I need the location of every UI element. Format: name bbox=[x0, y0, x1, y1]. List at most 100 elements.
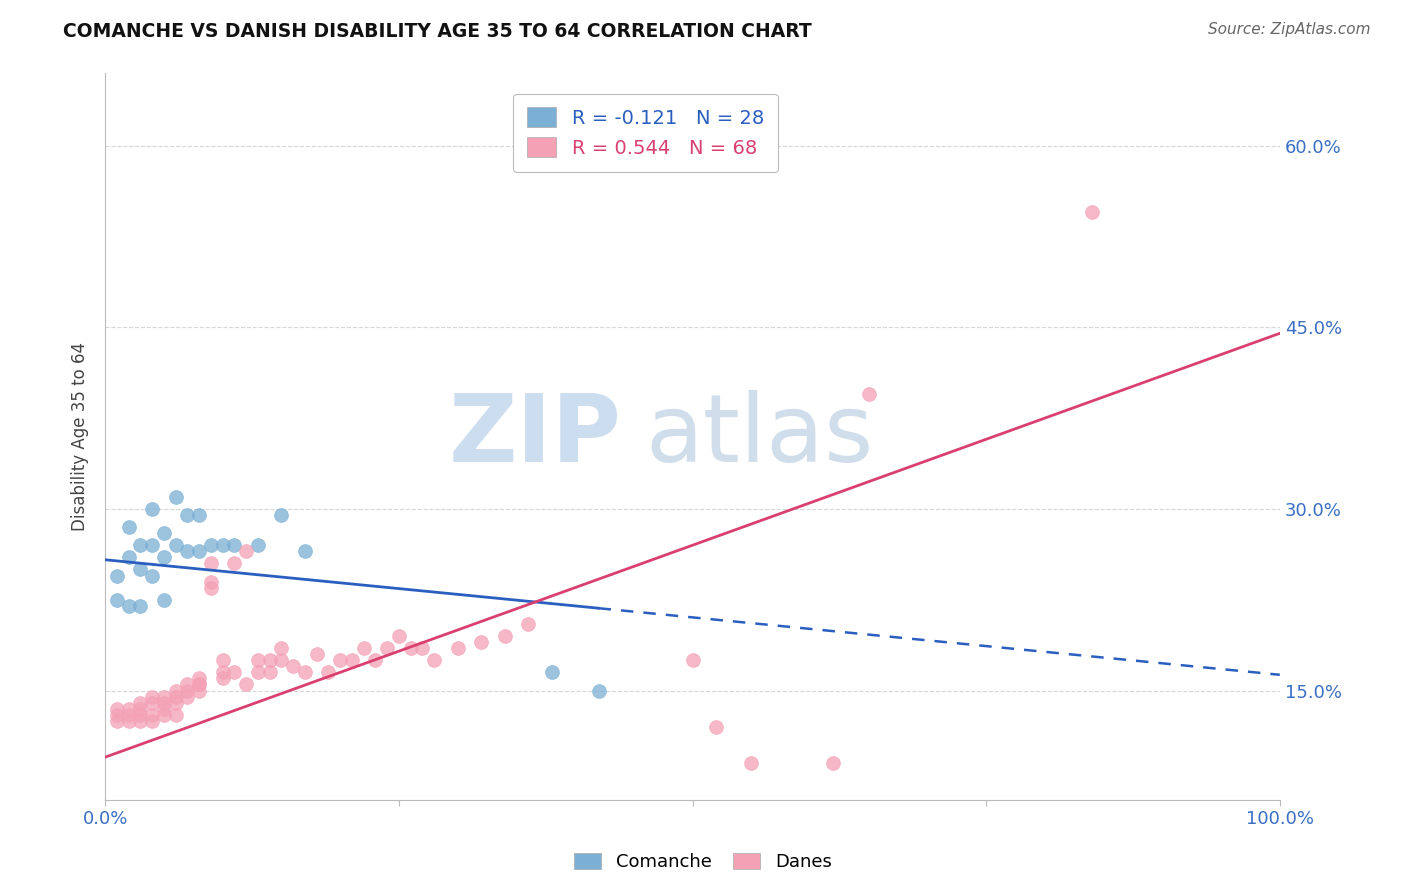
Point bbox=[329, 653, 352, 667]
Point bbox=[188, 544, 211, 558]
Point bbox=[118, 550, 141, 565]
Point bbox=[141, 502, 163, 516]
Point bbox=[188, 672, 211, 686]
Point bbox=[858, 387, 880, 401]
Point bbox=[211, 665, 233, 680]
Point bbox=[294, 665, 316, 680]
Point bbox=[105, 702, 128, 716]
Point bbox=[270, 641, 292, 656]
Point bbox=[188, 508, 211, 522]
Point bbox=[188, 677, 211, 691]
Point bbox=[118, 599, 141, 613]
Point bbox=[224, 665, 246, 680]
Point bbox=[340, 653, 363, 667]
Point bbox=[200, 581, 222, 595]
Point bbox=[259, 665, 281, 680]
Point bbox=[246, 665, 269, 680]
Point bbox=[153, 550, 176, 565]
Point bbox=[129, 599, 152, 613]
Point bbox=[165, 696, 187, 710]
Point bbox=[141, 714, 163, 728]
Point bbox=[129, 714, 152, 728]
Point bbox=[399, 641, 422, 656]
Point bbox=[224, 538, 246, 552]
Point bbox=[129, 707, 152, 722]
Point bbox=[305, 647, 328, 661]
Point bbox=[588, 683, 610, 698]
Point bbox=[118, 714, 141, 728]
Point bbox=[153, 526, 176, 541]
Point bbox=[704, 720, 727, 734]
Point bbox=[224, 557, 246, 571]
Text: atlas: atlas bbox=[645, 391, 873, 483]
Point bbox=[188, 683, 211, 698]
Point bbox=[740, 756, 762, 771]
Point bbox=[246, 538, 269, 552]
Point bbox=[446, 641, 468, 656]
Point bbox=[364, 653, 387, 667]
Point bbox=[165, 490, 187, 504]
Text: Source: ZipAtlas.com: Source: ZipAtlas.com bbox=[1208, 22, 1371, 37]
Point bbox=[211, 538, 233, 552]
Point bbox=[105, 568, 128, 582]
Point bbox=[235, 677, 257, 691]
Point bbox=[823, 756, 845, 771]
Point bbox=[470, 635, 492, 649]
Point bbox=[105, 707, 128, 722]
Point bbox=[375, 641, 398, 656]
Point bbox=[246, 653, 269, 667]
Legend: R = -0.121   N = 28, R = 0.544   N = 68: R = -0.121 N = 28, R = 0.544 N = 68 bbox=[513, 94, 778, 171]
Point bbox=[211, 672, 233, 686]
Point bbox=[176, 677, 198, 691]
Point bbox=[141, 707, 163, 722]
Point bbox=[141, 690, 163, 704]
Point bbox=[200, 557, 222, 571]
Point bbox=[200, 574, 222, 589]
Point bbox=[129, 538, 152, 552]
Point bbox=[141, 696, 163, 710]
Point bbox=[129, 696, 152, 710]
Point bbox=[281, 659, 304, 673]
Point bbox=[188, 677, 211, 691]
Point bbox=[176, 544, 198, 558]
Point bbox=[165, 538, 187, 552]
Point bbox=[176, 690, 198, 704]
Point bbox=[118, 520, 141, 534]
Point bbox=[411, 641, 433, 656]
Legend: Comanche, Danes: Comanche, Danes bbox=[567, 846, 839, 879]
Point bbox=[118, 702, 141, 716]
Point bbox=[211, 653, 233, 667]
Point bbox=[176, 683, 198, 698]
Point bbox=[294, 544, 316, 558]
Point bbox=[105, 592, 128, 607]
Text: ZIP: ZIP bbox=[449, 391, 621, 483]
Point bbox=[259, 653, 281, 667]
Point bbox=[129, 702, 152, 716]
Point bbox=[270, 653, 292, 667]
Point bbox=[235, 544, 257, 558]
Point bbox=[682, 653, 704, 667]
Point bbox=[118, 707, 141, 722]
Text: COMANCHE VS DANISH DISABILITY AGE 35 TO 64 CORRELATION CHART: COMANCHE VS DANISH DISABILITY AGE 35 TO … bbox=[63, 22, 813, 41]
Point bbox=[200, 538, 222, 552]
Point bbox=[105, 714, 128, 728]
Point bbox=[176, 508, 198, 522]
Point bbox=[353, 641, 375, 656]
Point bbox=[141, 538, 163, 552]
Point bbox=[153, 592, 176, 607]
Point bbox=[1081, 205, 1104, 219]
Point bbox=[165, 683, 187, 698]
Point bbox=[318, 665, 340, 680]
Point bbox=[153, 702, 176, 716]
Point bbox=[494, 629, 516, 643]
Point bbox=[388, 629, 411, 643]
Point bbox=[153, 707, 176, 722]
Point bbox=[153, 690, 176, 704]
Point bbox=[141, 568, 163, 582]
Point bbox=[423, 653, 446, 667]
Point bbox=[270, 508, 292, 522]
Point bbox=[165, 690, 187, 704]
Point bbox=[540, 665, 562, 680]
Point bbox=[517, 616, 540, 631]
Y-axis label: Disability Age 35 to 64: Disability Age 35 to 64 bbox=[72, 342, 89, 531]
